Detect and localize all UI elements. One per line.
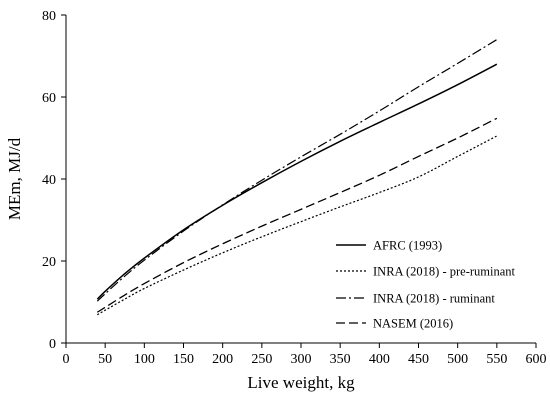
x-tick-label: 400	[369, 352, 390, 367]
x-tick-label: 150	[173, 352, 194, 367]
series-line-3	[96, 117, 498, 313]
x-tick-label: 600	[526, 352, 547, 367]
x-tick-label: 500	[447, 352, 468, 367]
x-tick-label: 300	[291, 352, 312, 367]
y-tick-label: 0	[49, 337, 56, 352]
x-axis-ticks: 0 50 100 150 200 250 300 350 400 450 500 550 600	[63, 343, 547, 367]
legend: AFRC (1993) INRA (2018) - pre-ruminant INR…	[336, 239, 516, 331]
legend-label-2: INRA (2018) - ruminant	[373, 292, 495, 306]
legend-label-3: NASEM (2016)	[373, 317, 453, 331]
y-tick-label: 60	[42, 91, 56, 106]
x-tick-label: 100	[134, 352, 155, 367]
y-axis-ticks: 0 20 40 60 80	[42, 9, 66, 352]
x-tick-label: 50	[98, 352, 112, 367]
legend-label-0: AFRC (1993)	[373, 239, 442, 253]
series-line-1	[97, 135, 498, 316]
x-tick-label: 350	[330, 352, 351, 367]
x-axis-title: Live weight, kg	[247, 373, 355, 392]
x-tick-label: 250	[251, 352, 272, 367]
x-tick-label: 550	[486, 352, 507, 367]
x-tick-label: 0	[63, 352, 70, 367]
series-line-2	[96, 39, 498, 302]
series-line-0	[96, 63, 498, 300]
y-tick-label: 20	[42, 255, 56, 270]
x-tick-label: 450	[408, 352, 429, 367]
x-tick-label: 200	[212, 352, 233, 367]
y-tick-label: 40	[42, 173, 56, 188]
y-tick-label: 80	[42, 9, 56, 24]
series-lines	[96, 39, 498, 316]
legend-label-1: INRA (2018) - pre-ruminant	[373, 265, 516, 279]
y-axis-title: MEm, MJ/d	[5, 137, 24, 220]
